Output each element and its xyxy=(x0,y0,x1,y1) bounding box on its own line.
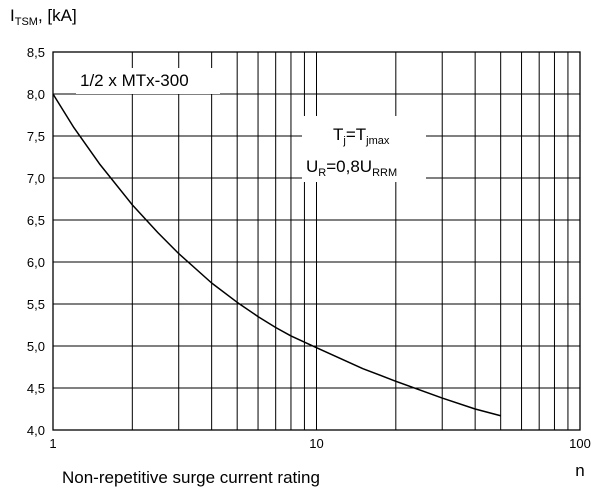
condition-ur: UR=0,8URRM xyxy=(306,157,397,179)
y-axis-title-unit: , [kA] xyxy=(38,6,77,25)
x-axis-label: n xyxy=(575,461,584,480)
condition-tj: Tj=Tjmax xyxy=(333,125,390,147)
conditions-box-bg xyxy=(302,116,426,182)
condition-tj-a-sub: j xyxy=(342,135,345,147)
condition-ur-eq: =0,8U xyxy=(326,157,372,176)
y-tick-label: 4,0 xyxy=(27,423,45,438)
condition-tj-eq: =T xyxy=(346,125,366,144)
device-label: 1/2 x MTx-300 xyxy=(80,71,189,90)
y-tick-label: 5,5 xyxy=(27,297,45,312)
series-line xyxy=(52,93,501,417)
device-label-bg xyxy=(76,68,220,94)
y-tick-label: 7,5 xyxy=(27,129,45,144)
condition-ur-a: U xyxy=(306,157,318,176)
chart-caption: Non-repetitive surge current rating xyxy=(62,468,320,487)
y-axis-title-main: I xyxy=(10,6,15,25)
y-tick-label: 8,5 xyxy=(27,45,45,60)
y-axis-title: ITSM, [kA] xyxy=(10,6,77,28)
series xyxy=(52,93,501,417)
y-tick-label: 6,5 xyxy=(27,213,45,228)
condition-tj-b-sub: jmax xyxy=(365,135,390,147)
plot-border xyxy=(52,51,581,431)
condition-ur-b-sub: RRM xyxy=(372,167,397,179)
condition-ur-a-sub: R xyxy=(318,167,326,179)
x-tick-labels: 1 10 100 xyxy=(49,436,590,451)
x-tick-label: 10 xyxy=(309,436,323,451)
y-tick-label: 5,0 xyxy=(27,339,45,354)
x-tick-label: 100 xyxy=(569,436,591,451)
grid xyxy=(53,52,580,430)
y-tick-label: 8,0 xyxy=(27,87,45,102)
y-axis-title-sub: TSM xyxy=(15,16,38,28)
y-tick-label: 6,0 xyxy=(27,255,45,270)
y-tick-label: 7,0 xyxy=(27,171,45,186)
plot-frame xyxy=(52,51,581,431)
condition-tj-a: T xyxy=(333,125,343,144)
y-tick-label: 4,5 xyxy=(27,381,45,396)
x-tick-label: 1 xyxy=(49,436,56,451)
y-tick-labels: 4,0 4,5 5,0 5,5 6,0 6,5 7,0 7,5 8,0 8,5 xyxy=(27,45,45,438)
